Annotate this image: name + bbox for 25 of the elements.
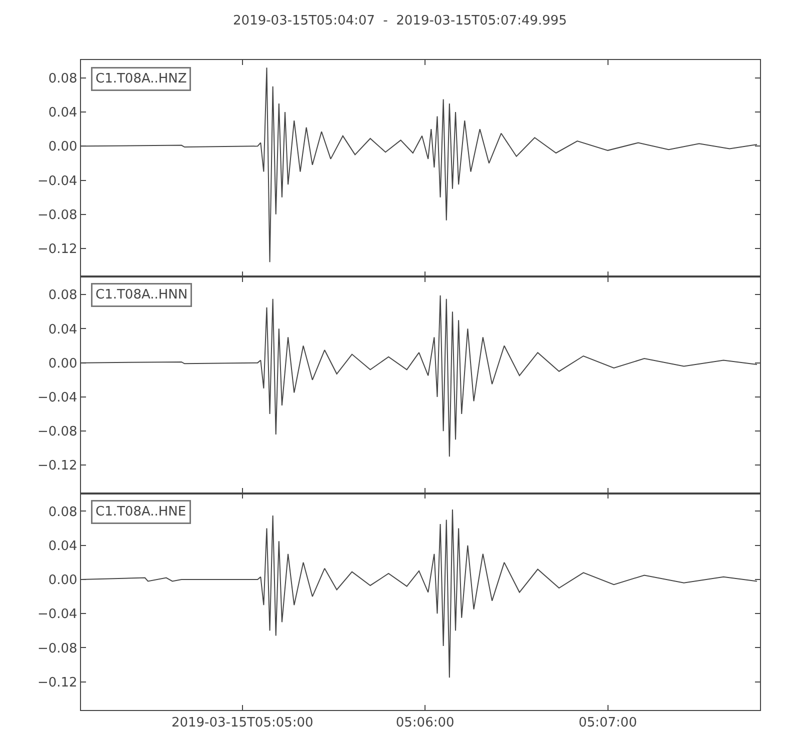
y-tick-label: −0.04 — [37, 390, 78, 406]
y-tick-label: −0.12 — [37, 458, 78, 474]
x-tick-label: 05:06:00 — [396, 716, 454, 731]
y-tick-label: −0.08 — [37, 641, 78, 656]
chart-title: 2019-03-15T05:04:07 - 2019-03-15T05:07:49.995 — [233, 14, 567, 29]
y-tick-label: 0.04 — [48, 322, 78, 338]
y-tick-label: 0.08 — [48, 504, 78, 520]
y-tick-label: −0.08 — [37, 424, 78, 440]
y-tick-label: −0.08 — [37, 208, 78, 223]
y-tick-label: 0.00 — [48, 356, 78, 372]
y-tick-label: −0.12 — [37, 675, 78, 690]
y-tick-label: 0.04 — [48, 538, 78, 554]
y-tick-label: 0.08 — [48, 288, 78, 304]
text: C1.T08A..HNE — [96, 504, 186, 520]
y-tick-label: −0.04 — [37, 607, 78, 622]
y-tick-label: 0.04 — [48, 106, 78, 121]
text: C1.T08A..HNN — [96, 288, 188, 302]
y-tick-label: 0.00 — [48, 140, 78, 155]
x-tick-label: 2019-03-15T05:05:00 — [171, 716, 314, 731]
y-tick-label: 0.00 — [48, 573, 78, 588]
y-tick-label: −0.04 — [37, 174, 78, 189]
y-tick-label: −0.12 — [37, 242, 78, 258]
x-tick-label: 05:07:00 — [578, 716, 637, 731]
y-tick-label: 0.08 — [48, 71, 78, 86]
text: C1.T08A..HNZ — [96, 72, 187, 86]
